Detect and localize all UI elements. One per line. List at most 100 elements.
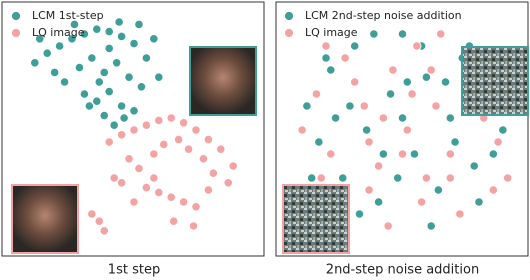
point xyxy=(115,18,123,26)
point xyxy=(117,179,125,187)
point xyxy=(204,186,212,194)
point xyxy=(360,102,368,110)
point xyxy=(339,174,347,182)
point xyxy=(155,73,163,81)
point xyxy=(389,66,397,74)
point xyxy=(437,30,445,38)
point xyxy=(398,150,406,158)
point xyxy=(137,83,145,91)
point xyxy=(88,54,96,62)
point xyxy=(422,73,430,81)
point xyxy=(317,174,325,182)
point xyxy=(100,111,108,119)
point xyxy=(135,20,143,28)
point xyxy=(470,162,478,170)
point xyxy=(432,102,440,110)
point xyxy=(379,114,387,122)
point xyxy=(374,162,382,170)
legend-marker xyxy=(285,12,294,21)
point xyxy=(125,73,133,81)
point xyxy=(427,66,435,74)
point xyxy=(150,174,158,182)
point xyxy=(93,25,101,33)
point xyxy=(408,90,416,98)
point xyxy=(120,114,128,122)
point xyxy=(456,210,464,218)
point xyxy=(179,198,187,206)
point xyxy=(100,227,108,235)
point xyxy=(307,174,315,182)
point xyxy=(298,126,306,134)
point xyxy=(365,138,373,146)
point xyxy=(93,97,101,105)
point xyxy=(117,131,125,139)
point xyxy=(142,54,150,62)
thumbnail xyxy=(12,185,78,253)
point xyxy=(31,59,39,67)
point xyxy=(398,114,406,122)
point xyxy=(331,114,339,122)
point xyxy=(489,186,497,194)
legend-label: LCM 2nd-step noise addition xyxy=(305,9,462,22)
point xyxy=(75,63,83,71)
point xyxy=(125,155,133,163)
point xyxy=(142,183,150,191)
point xyxy=(494,138,502,146)
point xyxy=(351,78,359,86)
point xyxy=(312,90,320,98)
point xyxy=(446,150,454,158)
point xyxy=(189,222,197,230)
point xyxy=(55,42,63,50)
point xyxy=(112,59,120,67)
point xyxy=(117,102,125,110)
legend-label: LQ image xyxy=(32,26,85,39)
point xyxy=(105,27,113,35)
point xyxy=(475,198,483,206)
point xyxy=(417,198,425,206)
point xyxy=(192,203,200,211)
legend-marker xyxy=(285,29,294,38)
point xyxy=(142,121,150,129)
point xyxy=(499,126,507,134)
thumbnail xyxy=(190,47,256,115)
point xyxy=(204,135,212,143)
caption: 1st step xyxy=(108,263,160,278)
legend-marker xyxy=(12,12,21,21)
point xyxy=(386,90,394,98)
point xyxy=(351,42,359,50)
point xyxy=(403,78,411,86)
point xyxy=(217,145,225,153)
legend-label: LQ image xyxy=(305,26,358,39)
point xyxy=(43,49,51,57)
point xyxy=(110,174,118,182)
point xyxy=(60,78,68,86)
point xyxy=(322,42,330,50)
panel: LCM 2nd-step noise addition LQ image xyxy=(276,2,528,256)
point xyxy=(370,30,378,38)
point xyxy=(451,138,459,146)
thumbnail xyxy=(462,47,528,115)
point xyxy=(150,150,158,158)
point xyxy=(398,30,406,38)
thumbnail xyxy=(283,185,349,253)
point xyxy=(155,116,163,124)
point xyxy=(184,145,192,153)
point xyxy=(199,155,207,163)
point xyxy=(192,126,200,134)
point xyxy=(362,126,370,134)
point xyxy=(446,174,454,182)
point xyxy=(80,90,88,98)
point xyxy=(130,107,138,115)
point xyxy=(130,39,138,47)
point xyxy=(413,42,421,50)
point xyxy=(327,150,335,158)
legend-marker xyxy=(12,29,21,38)
point xyxy=(394,174,402,182)
point xyxy=(446,114,454,122)
point xyxy=(50,68,58,76)
point xyxy=(88,210,96,218)
point xyxy=(374,198,382,206)
point xyxy=(379,150,387,158)
point xyxy=(105,44,113,52)
